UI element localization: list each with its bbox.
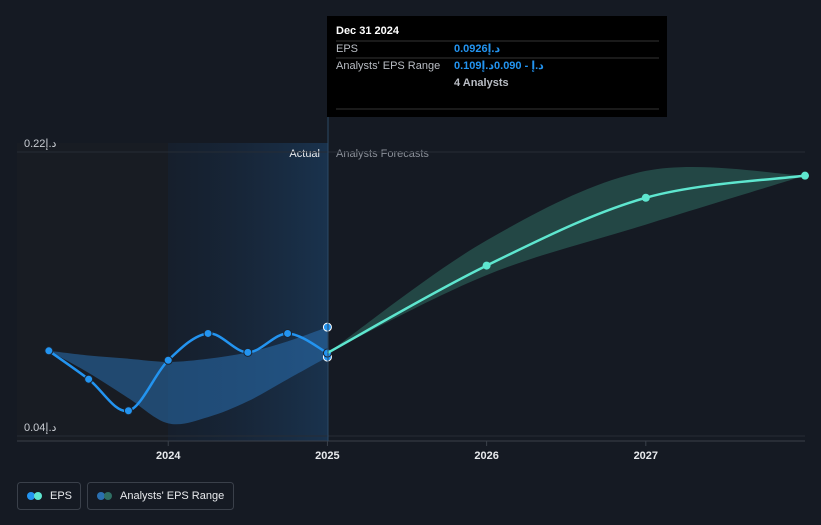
tooltip-value: 4 Analysts xyxy=(454,77,509,89)
point xyxy=(801,171,809,180)
range-band xyxy=(48,327,328,425)
legend-item-box[interactable] xyxy=(17,482,81,510)
point xyxy=(44,346,54,356)
y-tick-label: 0.22د.إ xyxy=(24,138,57,150)
point xyxy=(243,347,253,357)
legend-label: Analysts' EPS Range xyxy=(120,490,224,502)
forecast-label: Analysts Forecasts xyxy=(336,148,429,160)
legend-swatch xyxy=(27,492,35,500)
tooltip-value: 0.109د.إ - 0.090د.إ xyxy=(454,60,544,72)
range-end-point xyxy=(322,322,332,332)
point xyxy=(203,328,213,338)
tooltip: Dec 31 2024 EPS 0.0926د.إ Analysts' EPS … xyxy=(327,16,667,117)
tooltip-label: Analysts' EPS Range xyxy=(336,60,440,72)
point xyxy=(641,193,650,202)
actual-label: Actual xyxy=(289,148,320,160)
point xyxy=(283,328,293,338)
y-tick-label: 0.04د.إ xyxy=(24,422,57,434)
tooltip-box xyxy=(327,16,667,117)
x-tick-label: 2027 xyxy=(634,450,658,462)
legend: EPS Analysts' EPS Range xyxy=(17,482,234,510)
tooltip-label: EPS xyxy=(336,43,358,55)
range-band xyxy=(327,167,805,354)
legend-item-box[interactable] xyxy=(87,482,234,510)
legend-swatch xyxy=(104,492,112,500)
legend-swatch xyxy=(97,492,105,500)
line xyxy=(326,174,806,355)
legend-swatch xyxy=(34,492,42,500)
tooltip-value: 0.0926د.إ xyxy=(454,43,500,55)
x-tick-label: 2025 xyxy=(315,450,339,462)
point xyxy=(123,406,133,416)
plot: 0.04د.إ 0.22د.إ 2024 2025 2026 2027 xyxy=(17,138,809,462)
x-tick-label: 2024 xyxy=(156,450,181,462)
tooltip-date: Dec 31 2024 xyxy=(336,25,400,37)
point xyxy=(84,374,94,384)
legend-label: EPS xyxy=(50,490,72,502)
point xyxy=(482,261,491,270)
point xyxy=(163,355,173,365)
x-tick-label: 2026 xyxy=(474,450,498,462)
